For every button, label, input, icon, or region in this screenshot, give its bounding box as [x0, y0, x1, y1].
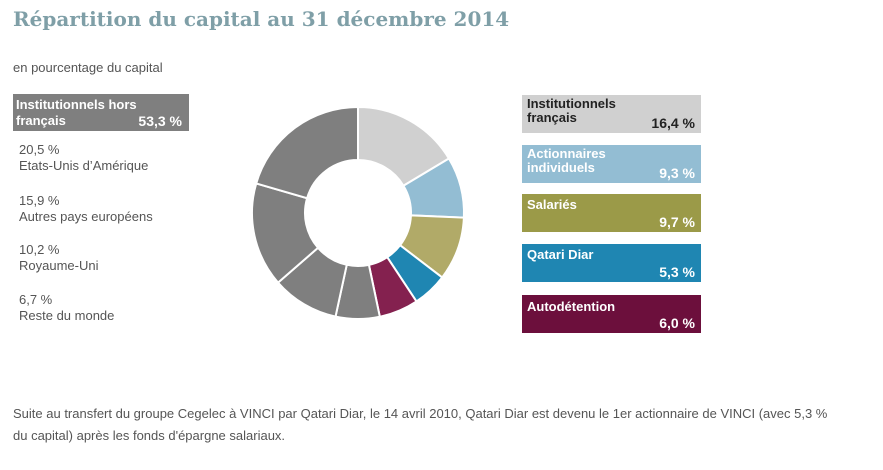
legend-actionnaires-individuels: Actionnaires individuels 9,3 % [522, 145, 701, 183]
legend-percent: 16,4 % [651, 115, 695, 131]
subgroup-percent: 10,2 % [19, 242, 60, 257]
footnote-line2: du capital) après les fonds d'épargne sa… [13, 428, 286, 443]
subgroup-percent: 20,5 % [19, 142, 60, 157]
legend-percent: 5,3 % [659, 264, 695, 280]
page-title: Répartition du capital au 31 décembre 20… [13, 7, 510, 31]
subgroup-name: Royaume-Uni [19, 258, 99, 273]
donut-chart [251, 105, 465, 320]
left-box-percent: 53,3 % [138, 113, 182, 129]
legend-autodetention: Autodétention 6,0 % [522, 295, 701, 333]
legend-label: Actionnaires individuels [527, 146, 606, 175]
subgroup-name: Reste du monde [19, 308, 115, 323]
legend-label: Salariés [527, 197, 577, 212]
legend-label: Autodétention [527, 299, 616, 314]
left-box-label-line2: français [16, 113, 66, 128]
left-box-label-line1: Institutionnels hors [16, 97, 137, 112]
chart-subtitle: en pourcentage du capital [13, 60, 163, 75]
legend-percent: 6,0 % [659, 315, 695, 331]
footnote: Suite au transfert du groupe Cegelec à V… [13, 403, 883, 447]
donut-slice-etats-unis-d-am-rique [254, 105, 359, 200]
subgroup-name: Autres pays européens [19, 209, 153, 224]
legend-percent: 9,7 % [659, 214, 695, 230]
institutionnels-hors-francais-box: Institutionnels hors français 53,3 % [13, 94, 189, 131]
subgroup-item-etats-unis: 20,5 % Etats-Unis d’Amérique [19, 142, 148, 174]
subgroup-name: Etats-Unis d’Amérique [19, 158, 149, 173]
subgroup-percent: 15,9 % [19, 193, 60, 208]
legend-percent: 9,3 % [659, 165, 695, 181]
legend-label: Institutionnels français [527, 96, 616, 125]
subgroup-item-reste-du-monde: 6,7 % Reste du monde [19, 292, 114, 324]
subgroup-item-autres-pays: 15,9 % Autres pays européens [19, 193, 153, 225]
subgroup-item-royaume-uni: 10,2 % Royaume-Uni [19, 242, 98, 274]
legend-institutionnels-francais: Institutionnels français 16,4 % [522, 95, 701, 133]
footnote-line1: Suite au transfert du groupe Cegelec à V… [13, 406, 828, 421]
legend-salaries: Salariés 9,7 % [522, 194, 701, 232]
legend-label: Qatari Diar [527, 247, 594, 262]
subgroup-percent: 6,7 % [19, 292, 53, 307]
legend-qatari-diar: Qatari Diar 5,3 % [522, 244, 701, 282]
